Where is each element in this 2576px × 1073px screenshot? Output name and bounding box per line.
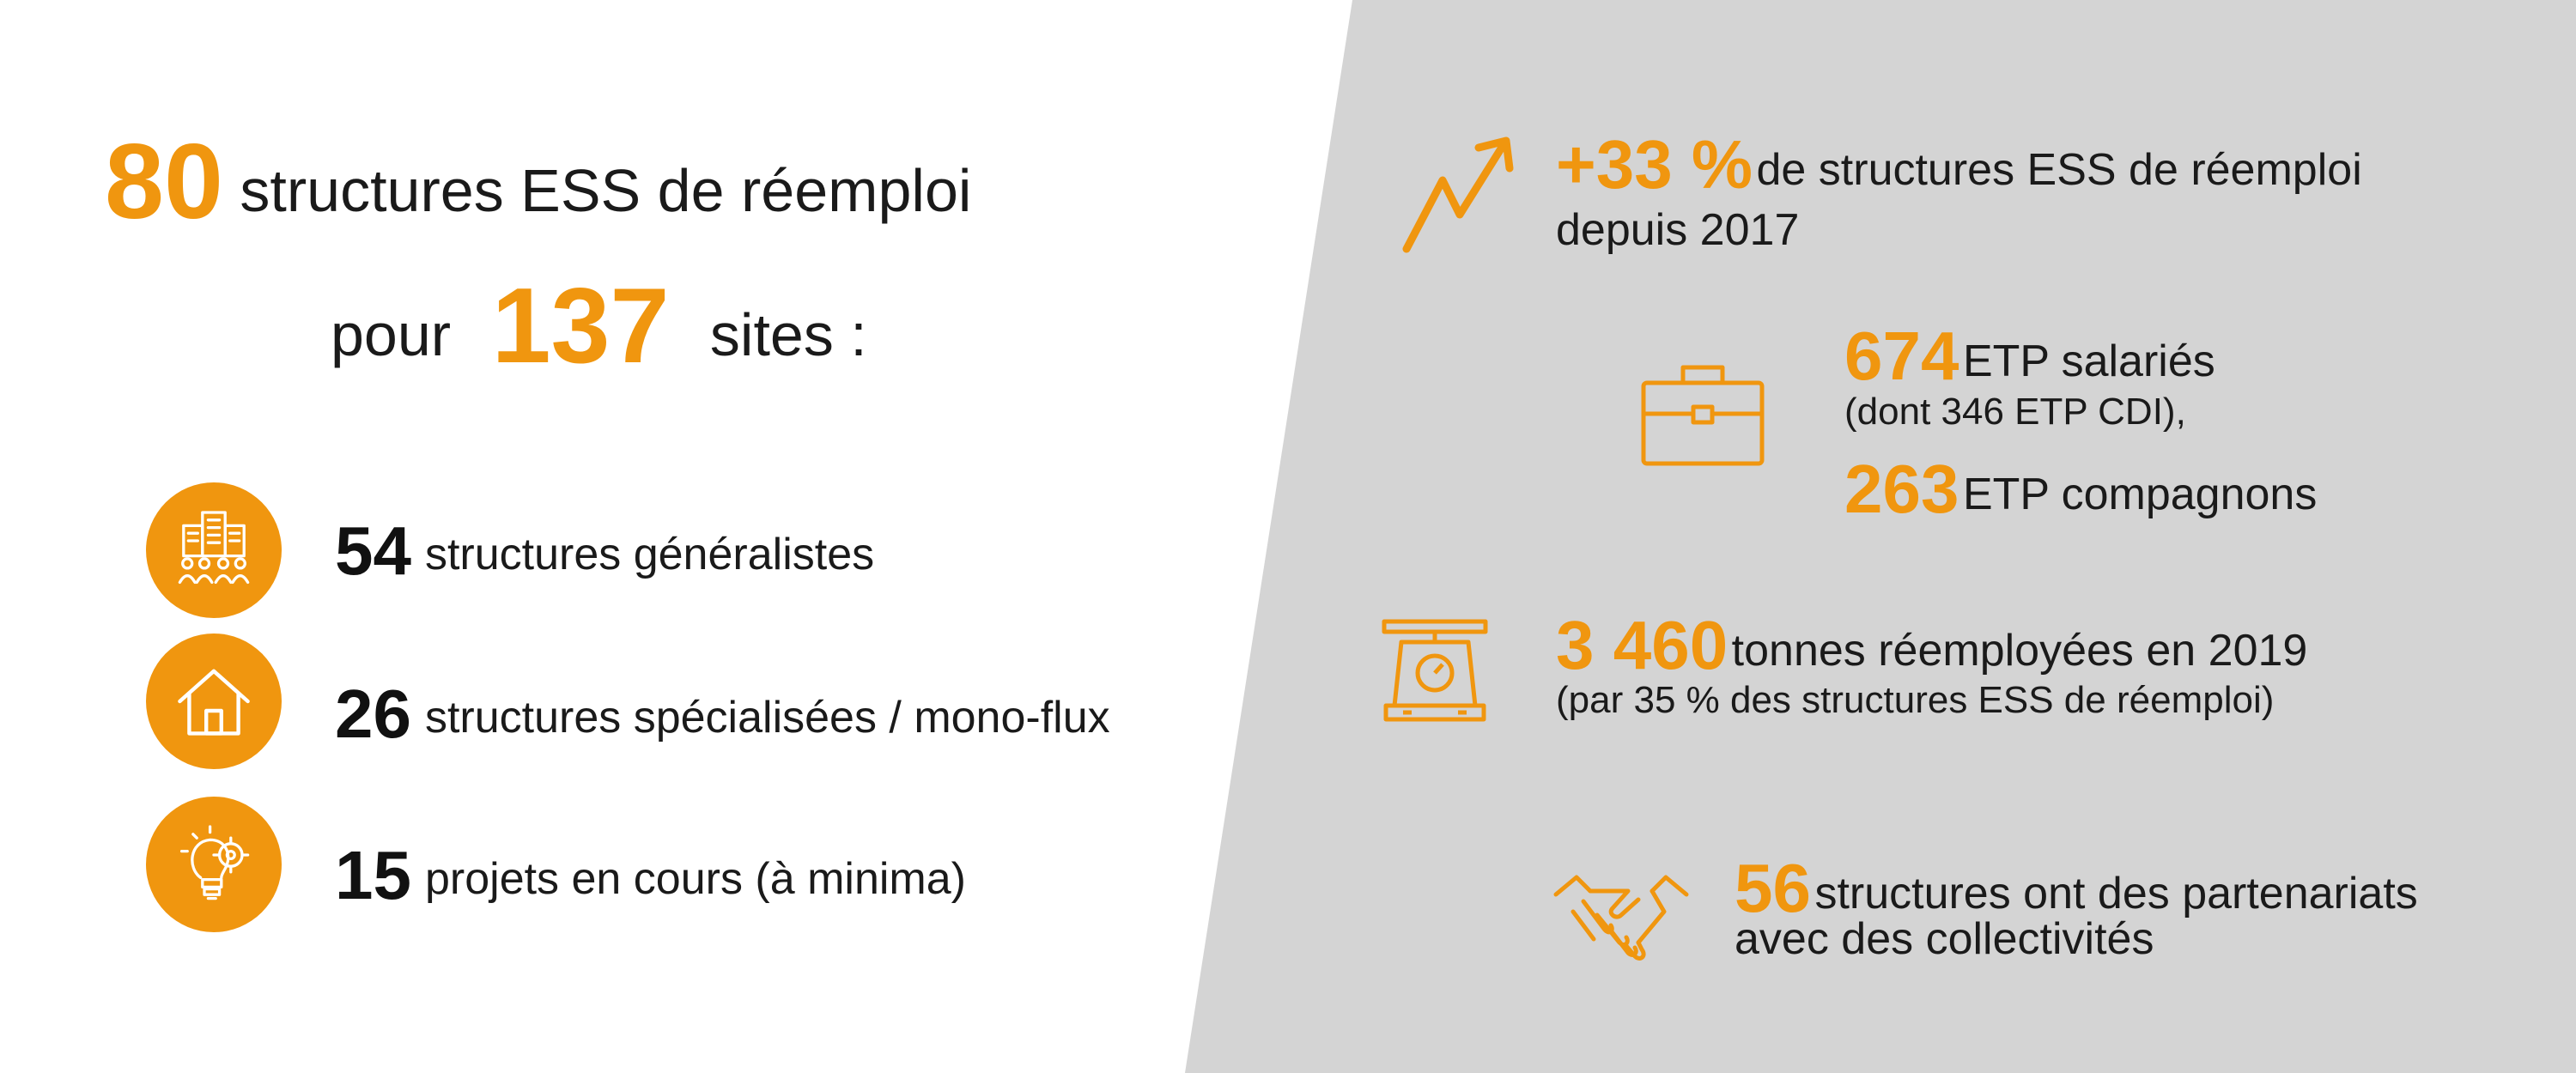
structures-count: 80 (105, 123, 223, 241)
growth-label: de structures ESS de réemploi (1756, 145, 2362, 195)
sites-label: sites : (709, 301, 867, 368)
tonnage-value: 3 460 (1556, 607, 1728, 683)
briefcase-icon (1641, 365, 1765, 466)
stat-compagnons: 263 ETP compagnons (1844, 455, 2317, 524)
compagnons-label: ETP compagnons (1962, 470, 2318, 519)
partners-line2-text: avec des collectivités (1735, 914, 2154, 964)
jobs-sub: (dont 346 ETP CDI), (1844, 393, 2186, 431)
list-item-projets: 15 projets en cours (à minima) (335, 841, 966, 910)
weighing-scale-icon (1382, 619, 1488, 722)
structures-count-label: structures ESS de réemploi (240, 157, 972, 224)
growth-value: +33 % (1556, 126, 1753, 203)
sites-count: 137 (491, 267, 670, 385)
jobs-label: ETP salariés (1962, 336, 2215, 386)
list-item-generalistes: 54 structures généralistes (335, 517, 874, 585)
tonnage-sub-text: (par 35 % des structures ESS de réemploi… (1556, 679, 2275, 721)
projets-label: projets en cours (à minima) (424, 854, 966, 904)
partners-label: structures ont des partenariats (1814, 869, 2418, 918)
stat-growth: +33 % de structures ESS de réemploi (1556, 130, 2362, 199)
partners-value: 56 (1735, 850, 1811, 926)
stat-jobs: 674 ETP salariés (1844, 322, 2215, 391)
tonnage-label: tonnes réemployées en 2019 (1731, 626, 2308, 676)
headline-sites: pour 137 sites : (331, 273, 867, 379)
compagnons-value: 263 (1844, 451, 1959, 527)
generalistes-value: 54 (335, 512, 411, 589)
stat-partners: 56 structures ont des partenariats (1735, 854, 2418, 923)
headline-structures: 80 structures ESS de réemploi (105, 129, 971, 235)
growth-line2: depuis 2017 (1556, 208, 1799, 252)
trend-up-arrow-icon (1402, 136, 1514, 253)
sites-prefix: pour (331, 301, 452, 368)
handshake-icon (1553, 875, 1689, 961)
tonnage-sub: (par 35 % des structures ESS de réemploi… (1556, 682, 2274, 719)
list-item-specialisees: 26 structures spécialisées / mono-flux (335, 680, 1110, 749)
projets-value: 15 (335, 837, 411, 913)
house-icon (146, 633, 282, 769)
jobs-sub-text: (dont 346 ETP CDI), (1844, 391, 2186, 433)
generalistes-label: structures généralistes (424, 530, 875, 579)
lightbulb-gear-icon (146, 797, 282, 932)
specialisees-label: structures spécialisées / mono-flux (424, 693, 1110, 743)
jobs-value: 674 (1844, 318, 1959, 394)
building-people-icon (146, 482, 282, 618)
stat-tonnage: 3 460 tonnes réemployées en 2019 (1556, 611, 2307, 680)
partners-line2: avec des collectivités (1735, 917, 2154, 961)
growth-line2-text: depuis 2017 (1556, 205, 1800, 255)
specialisees-value: 26 (335, 676, 411, 752)
